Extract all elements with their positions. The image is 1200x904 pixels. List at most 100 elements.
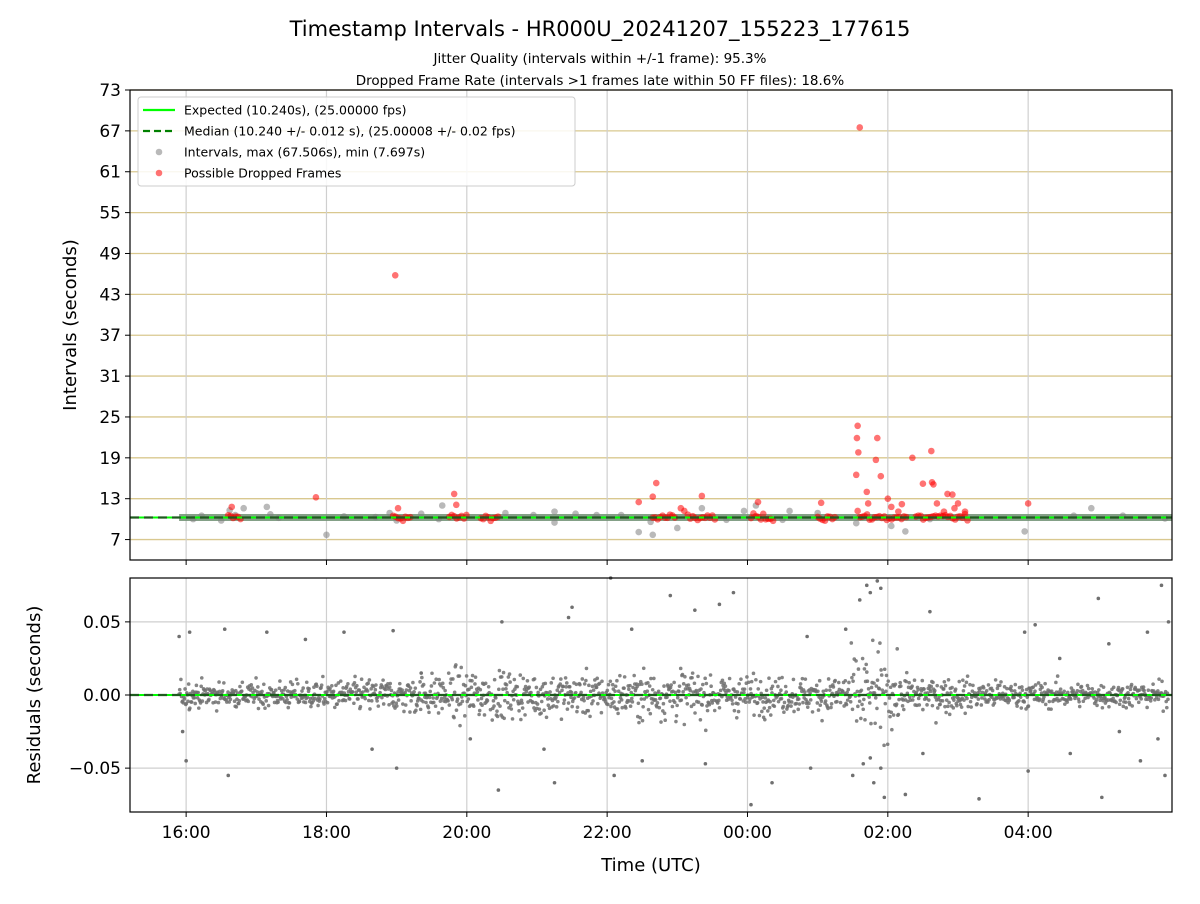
residual-point	[1022, 700, 1027, 704]
residual-point	[335, 702, 339, 706]
residual-point	[969, 705, 973, 709]
residual-point	[518, 673, 523, 677]
residual-point	[674, 714, 679, 718]
residual-point	[738, 697, 743, 701]
residual-point	[378, 690, 382, 695]
residual-point	[1097, 688, 1101, 692]
interval-point	[551, 519, 558, 526]
residual-outlier-point	[668, 593, 673, 598]
residual-point	[895, 647, 900, 651]
residual-point	[885, 742, 890, 747]
residual-point	[875, 706, 879, 711]
residual-point	[1126, 696, 1131, 701]
residual-point	[798, 682, 803, 686]
time-x-tick-label: 02:00	[863, 823, 912, 843]
residual-point	[975, 701, 979, 706]
residual-point	[772, 704, 777, 709]
residual-point	[610, 682, 615, 687]
residual-point	[912, 678, 917, 682]
residual-outlier-point	[977, 797, 981, 801]
residual-point	[409, 699, 413, 703]
residual-point	[194, 683, 199, 688]
residual-point	[501, 670, 506, 675]
residual-point	[904, 670, 909, 675]
residual-point	[523, 713, 527, 717]
residual-point	[363, 696, 368, 701]
residual-point	[884, 673, 889, 678]
residual-point	[478, 687, 483, 692]
dropped-frame-point	[928, 447, 935, 455]
residual-point	[557, 690, 562, 695]
residual-point	[900, 704, 905, 708]
dropped-frame-rate-subtitle: Dropped Frame Rate (intervals >1 frames …	[356, 73, 845, 89]
residual-point	[1130, 704, 1135, 708]
residual-point	[661, 701, 666, 706]
residual-point	[882, 743, 886, 748]
residual-point	[720, 678, 725, 683]
residual-point	[347, 697, 352, 701]
legend-intervals-swatch	[155, 148, 163, 156]
intervals-y-tick-label: 31	[99, 367, 121, 387]
residual-point	[400, 688, 404, 692]
residual-point	[346, 681, 350, 686]
residual-outlier-point	[370, 747, 374, 751]
residual-outlier-point	[693, 608, 697, 612]
residual-point	[620, 705, 625, 710]
residual-point	[618, 673, 622, 678]
residual-point	[1029, 688, 1033, 693]
dropped-frame-point	[635, 498, 643, 506]
residual-point	[486, 684, 491, 689]
residual-point	[454, 663, 458, 667]
residual-point	[682, 722, 687, 727]
residual-point	[708, 673, 713, 677]
residual-point	[648, 711, 653, 716]
legend-expected-label: Expected (10.240s), (25.00000 fps)	[184, 103, 406, 118]
residual-point	[505, 700, 510, 705]
residual-point	[944, 698, 949, 702]
residual-point	[608, 679, 613, 684]
residual-point	[971, 683, 975, 688]
residual-point	[595, 676, 600, 681]
residual-point	[278, 679, 282, 683]
residual-point	[412, 689, 416, 694]
residual-point	[730, 698, 734, 703]
dropped-frame-point	[888, 503, 895, 511]
residual-point	[983, 697, 987, 701]
residual-point	[428, 689, 433, 694]
residual-point	[450, 697, 455, 702]
residual-point	[650, 701, 654, 705]
residual-outlier-point	[1159, 583, 1164, 588]
dropped-frame-point	[944, 490, 951, 498]
residual-point	[330, 683, 334, 688]
residual-point	[537, 707, 542, 711]
residual-point	[331, 689, 336, 694]
residual-point	[803, 677, 808, 681]
residual-point	[343, 698, 348, 703]
residual-point	[232, 699, 237, 703]
residual-point	[451, 677, 455, 681]
residual-point	[284, 700, 288, 705]
residual-point	[699, 687, 703, 691]
residual-point	[476, 698, 480, 702]
dropped-frame-point	[873, 434, 881, 442]
legend-box	[137, 96, 576, 187]
residual-point	[901, 707, 906, 712]
residual-point	[1136, 700, 1141, 705]
residual-point	[653, 697, 658, 702]
residual-point	[888, 685, 893, 690]
residual-point	[746, 680, 751, 685]
residual-point	[367, 678, 372, 682]
residual-point	[1058, 687, 1063, 691]
residual-point	[1139, 697, 1143, 701]
residual-point	[1018, 695, 1023, 699]
residual-point	[748, 687, 753, 691]
residual-point	[883, 701, 888, 706]
residual-point	[441, 685, 446, 690]
residual-point	[381, 678, 385, 682]
dropped-frame-point	[652, 479, 660, 487]
residual-point	[381, 702, 386, 706]
residual-point	[463, 683, 468, 688]
residual-point	[497, 687, 501, 692]
chart-title: Timestamp Intervals - HR000U_20241207_15…	[289, 17, 911, 42]
